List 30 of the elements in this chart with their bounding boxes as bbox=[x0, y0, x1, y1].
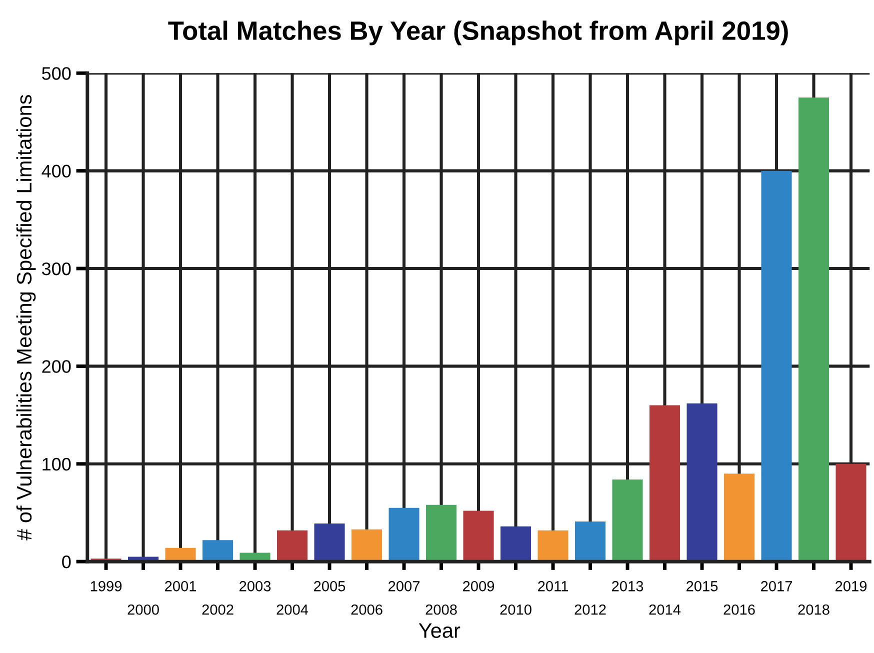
x-tick-label: 2016 bbox=[724, 604, 755, 615]
x-tick-label: 2004 bbox=[276, 604, 308, 615]
x-tick-label: 2019 bbox=[836, 581, 867, 592]
y-tick-label: 200 bbox=[42, 360, 71, 373]
x-tick-label: 2012 bbox=[574, 604, 606, 615]
x-tick-label: 2010 bbox=[500, 604, 532, 615]
y-tick-label: 400 bbox=[42, 164, 71, 178]
x-tick-label: 2017 bbox=[761, 581, 792, 592]
x-tick-label: 2009 bbox=[463, 581, 494, 592]
y-tick-label: 0 bbox=[62, 556, 71, 568]
y-tick-label: 100 bbox=[42, 458, 71, 471]
x-tick-label: 2002 bbox=[202, 604, 234, 615]
x-tick-label: 2003 bbox=[240, 581, 271, 592]
y-tick-label: 300 bbox=[42, 262, 71, 276]
x-tick-label: 2000 bbox=[128, 604, 159, 615]
y-axis-title: # of Vulnerabilities Meeting Specified Limitations bbox=[16, 94, 36, 540]
y-tick-label: 500 bbox=[42, 67, 71, 80]
x-tick-label: 2013 bbox=[612, 581, 644, 592]
x-axis-title: Year bbox=[418, 623, 460, 638]
x-tick-label: 1999 bbox=[90, 581, 122, 592]
chart-title: Total Matches By Year (Snapshot from April 2019) bbox=[168, 20, 788, 46]
x-tick-label: 2015 bbox=[686, 581, 718, 592]
x-tick-label: 2005 bbox=[314, 581, 346, 592]
x-tick-label: 2006 bbox=[351, 604, 382, 615]
x-tick-label: 2007 bbox=[388, 581, 420, 592]
x-tick-label: 2008 bbox=[426, 604, 457, 615]
x-tick-label: 2014 bbox=[649, 604, 681, 615]
x-tick-label: 2001 bbox=[165, 581, 196, 592]
x-tick-label: 2018 bbox=[798, 604, 830, 615]
x-tick-label: 2011 bbox=[538, 581, 568, 592]
